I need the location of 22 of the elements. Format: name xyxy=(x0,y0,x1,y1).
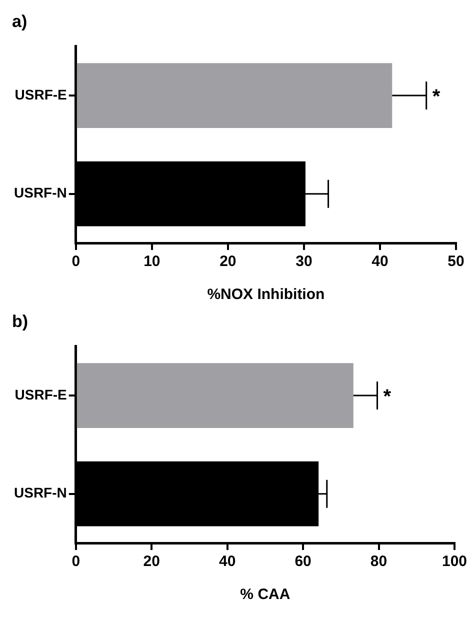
annotation: * xyxy=(432,86,440,108)
x-tick-label: 40 xyxy=(218,553,236,570)
annotation: * xyxy=(383,386,392,408)
x-tick-label: 20 xyxy=(220,253,236,270)
y-tick-label: USRF-E xyxy=(14,86,67,102)
x-tick-label: 80 xyxy=(370,553,388,570)
x-tick-label: 10 xyxy=(144,253,160,270)
x-axis-title: % CAA xyxy=(240,586,290,604)
y-tick-label: USRF-E xyxy=(14,386,67,402)
x-tick-label: 20 xyxy=(143,553,160,570)
x-tick-label: 50 xyxy=(448,253,464,270)
y-tick-label: USRF-N xyxy=(14,184,67,201)
x-tick-label: 100 xyxy=(442,553,467,570)
x-tick-label: 30 xyxy=(296,253,312,270)
chart-title: a) xyxy=(12,12,28,31)
y-tick-label: USRF-N xyxy=(14,484,67,501)
x-axis-title: %NOX Inhibition xyxy=(207,286,325,304)
x-tick-label: 0 xyxy=(72,253,80,270)
x-tick-label: 0 xyxy=(72,553,80,570)
x-tick-label: 60 xyxy=(294,553,312,570)
x-tick-label: 40 xyxy=(372,253,388,270)
chart-title: b) xyxy=(12,312,28,331)
